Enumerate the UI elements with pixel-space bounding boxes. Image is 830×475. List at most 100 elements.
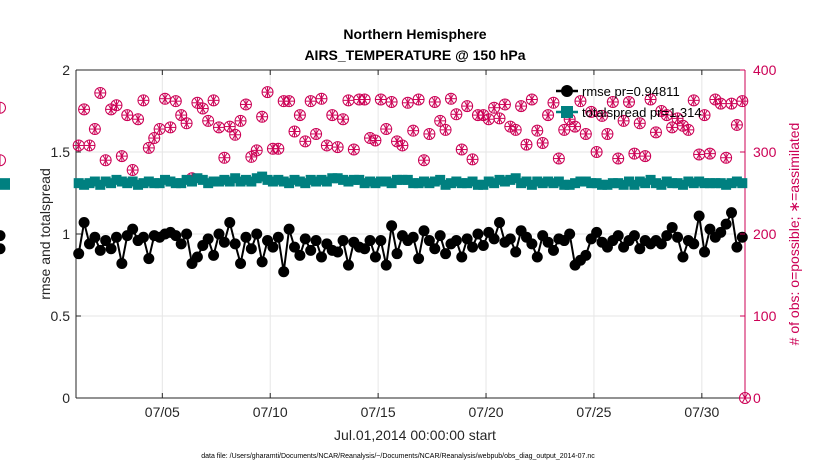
obs-point xyxy=(212,121,225,134)
spread-point xyxy=(154,178,165,189)
spread-point xyxy=(278,176,289,187)
obs-point xyxy=(250,144,263,157)
y-right-tick-label: 0 xyxy=(753,390,761,406)
spread-point xyxy=(634,176,645,187)
obs-point xyxy=(401,96,414,109)
rmse-point xyxy=(391,248,403,260)
obs-point xyxy=(310,127,323,140)
rmse-point xyxy=(418,225,430,237)
rmse-point xyxy=(510,246,522,258)
spread-point xyxy=(321,176,332,187)
obs-point xyxy=(515,100,528,113)
obs-point xyxy=(288,125,301,138)
spread-point xyxy=(435,174,446,185)
rmse-point xyxy=(294,249,306,261)
spread-point xyxy=(456,178,467,189)
spread-point xyxy=(413,178,424,189)
rmse-point xyxy=(127,223,139,235)
spread-point xyxy=(106,178,117,189)
obs-point xyxy=(0,101,6,114)
obs-point xyxy=(687,94,700,107)
obs-point xyxy=(434,114,447,127)
spread-point xyxy=(348,174,359,185)
spread-point xyxy=(624,176,635,187)
obs-point xyxy=(347,143,360,156)
obs-point xyxy=(660,109,673,122)
obs-point xyxy=(617,114,630,127)
spread-point xyxy=(613,178,624,189)
spread-point xyxy=(521,176,532,187)
rmse-point xyxy=(89,231,101,243)
spread-point xyxy=(143,176,154,187)
spread-point xyxy=(294,176,305,187)
ticks: 07/05 07/10 07/15 07/20 07/25 07/3000.511.520… xyxy=(51,62,777,420)
obs-point xyxy=(358,93,371,106)
spread-point xyxy=(710,178,721,189)
obs-point xyxy=(730,118,743,131)
rmse-point xyxy=(73,248,85,260)
spread-point xyxy=(354,174,365,185)
spread-point xyxy=(267,176,278,187)
obs-point xyxy=(304,95,317,108)
rmse-point xyxy=(105,243,117,255)
rmse-point xyxy=(434,230,446,242)
rmse-point xyxy=(310,235,322,247)
rmse-point xyxy=(477,239,489,251)
spread-point xyxy=(213,176,224,187)
obs-point xyxy=(720,151,733,164)
obs-point xyxy=(628,147,641,160)
spread-point xyxy=(338,174,349,185)
obs-point xyxy=(369,134,382,147)
spread-point xyxy=(0,179,10,190)
spread-point xyxy=(656,179,667,190)
spread-point xyxy=(149,178,160,189)
rmse-point xyxy=(693,210,705,222)
rmse-point xyxy=(547,244,559,256)
legend-rmse-label: rmse pr=0.94811 xyxy=(582,84,680,99)
obs-point xyxy=(682,123,695,136)
spread-point xyxy=(284,178,295,189)
spread-point xyxy=(559,179,570,190)
rmse-point xyxy=(305,244,317,256)
rmse-point xyxy=(289,241,301,253)
spread-point xyxy=(381,176,392,187)
obs-point xyxy=(439,123,452,136)
rmse-point xyxy=(0,230,6,242)
rmse-point xyxy=(628,230,640,242)
obs-point xyxy=(272,142,285,155)
spread-point xyxy=(618,179,629,190)
obs-point xyxy=(417,154,430,167)
y-left-tick-label: 2 xyxy=(62,62,70,78)
spread-point xyxy=(111,174,122,185)
spread-point xyxy=(100,176,111,187)
rmse-point xyxy=(440,248,452,260)
legend-spread-label: totalspread pr=1.314 xyxy=(582,105,702,120)
spread-point xyxy=(440,179,451,190)
spread-point xyxy=(375,176,386,187)
rmse-point xyxy=(666,221,678,233)
rmse-point xyxy=(423,235,435,247)
obs-point xyxy=(234,114,247,127)
spread-point xyxy=(462,178,473,189)
spread-point xyxy=(246,176,257,187)
rmse-point xyxy=(612,230,624,242)
rmse-point xyxy=(494,217,506,229)
obs-point xyxy=(132,113,145,126)
spread-point xyxy=(116,176,127,187)
obs-point xyxy=(293,109,306,122)
obs-point xyxy=(94,86,107,99)
rmse-point xyxy=(715,226,727,238)
obs-point xyxy=(202,114,215,127)
obs-point xyxy=(574,95,587,108)
spread-point xyxy=(586,178,597,189)
obs-point xyxy=(606,95,619,108)
obs-point xyxy=(159,92,172,105)
obs-point xyxy=(229,128,242,141)
obs-point xyxy=(585,105,598,118)
spread-point xyxy=(208,176,219,187)
spread-point xyxy=(224,176,235,187)
x-tick-label: 07/05 xyxy=(145,404,180,420)
spread-point xyxy=(645,174,656,185)
obs-point xyxy=(175,109,188,122)
spread-point xyxy=(73,178,84,189)
